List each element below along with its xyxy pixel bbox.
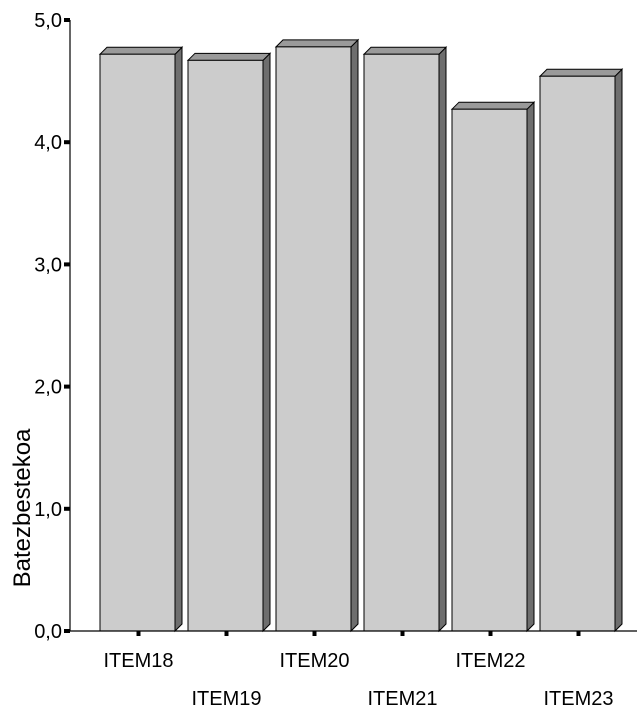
- bar-top: [276, 40, 358, 47]
- bar-item19: [188, 53, 270, 631]
- y-tick-label: 5,0: [34, 10, 62, 32]
- x-tick-label-item19: ITEM19: [191, 688, 261, 706]
- y-axis-title: Batezbestekoa: [9, 428, 36, 587]
- bar-side: [351, 40, 358, 631]
- y-tick-label: 2,0: [34, 377, 62, 399]
- y-tick-mark: [64, 140, 70, 144]
- y-tick-mark: [64, 262, 70, 266]
- bar-top: [540, 69, 622, 76]
- x-tick-label-item21: ITEM21: [367, 688, 437, 706]
- y-tick-label: 3,0: [34, 254, 62, 276]
- bar-front: [188, 60, 263, 631]
- bar-front: [276, 47, 351, 631]
- bar-top: [364, 47, 446, 54]
- x-tick-mark: [489, 631, 493, 636]
- bar-front: [364, 54, 439, 631]
- bar-item22: [452, 102, 534, 631]
- y-tick-mark: [64, 507, 70, 511]
- bar-front: [540, 76, 615, 631]
- x-tick-label-item23: ITEM23: [543, 688, 613, 706]
- bar-side: [439, 47, 446, 631]
- bars-layer: [100, 40, 622, 631]
- bar-front: [452, 109, 527, 631]
- y-tick-mark: [64, 18, 70, 22]
- x-tick-mark: [137, 631, 141, 636]
- bar-side: [527, 102, 534, 631]
- bar-top: [452, 102, 534, 109]
- x-tick-label-item18: ITEM18: [103, 650, 173, 672]
- x-tick-mark: [401, 631, 405, 636]
- x-tick-label-item20: ITEM20: [279, 650, 349, 672]
- bar-side: [175, 47, 182, 631]
- y-tick-mark: [64, 629, 70, 633]
- bar-front: [100, 54, 175, 631]
- x-ticks: ITEM18 ITEM19 ITEM20 ITEM21 ITEM22 ITEM23: [103, 631, 613, 706]
- x-tick-mark: [313, 631, 317, 636]
- x-tick-mark: [577, 631, 581, 636]
- bar-item18: [100, 47, 182, 631]
- bar-top: [100, 47, 182, 54]
- bar-side: [615, 69, 622, 631]
- y-tick-label: 4,0: [34, 132, 62, 154]
- x-tick-label-item22: ITEM22: [455, 650, 525, 672]
- y-tick-label: 1,0: [34, 499, 62, 521]
- bar-item20: [276, 40, 358, 631]
- x-tick-mark: [225, 631, 229, 636]
- y-ticks: 0,0 1,0 2,0 3,0 4,0 5,0: [34, 10, 70, 643]
- bar-side: [263, 53, 270, 631]
- y-tick-mark: [64, 385, 70, 389]
- y-tick-label: 0,0: [34, 621, 62, 643]
- bar-top: [188, 53, 270, 60]
- bar-item23: [540, 69, 622, 631]
- bar-item21: [364, 47, 446, 631]
